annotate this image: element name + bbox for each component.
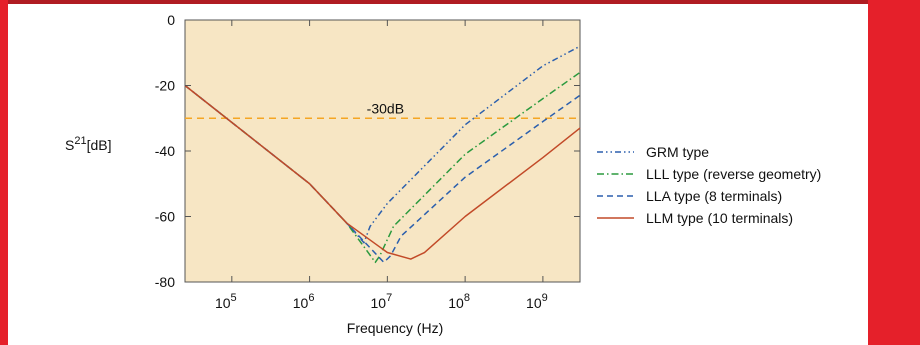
reference-line-label: -30dB bbox=[367, 100, 404, 116]
legend-label-1: GRM type bbox=[646, 144, 709, 160]
legend-label-3: LLA type (8 terminals) bbox=[646, 188, 782, 204]
plot-area bbox=[184, 19, 581, 283]
x-axis-label: Frequency (Hz) bbox=[347, 320, 443, 336]
right-red-border bbox=[868, 0, 920, 345]
x-tick-label: 108 bbox=[448, 292, 470, 311]
x-tick-label: 106 bbox=[293, 292, 315, 311]
legend: GRM type LLL type (reverse geometry) LLA t… bbox=[597, 144, 821, 226]
y-axis-label-base: S bbox=[65, 137, 74, 153]
y-tick-label: -20 bbox=[155, 78, 175, 94]
series-line-4 bbox=[184, 84, 581, 260]
left-red-border bbox=[0, 0, 8, 345]
x-tick-label: 105 bbox=[215, 292, 237, 311]
y-tick-label: 0 bbox=[167, 12, 175, 28]
y-tick-label: -80 bbox=[155, 274, 175, 290]
x-tick-label: 109 bbox=[526, 292, 548, 311]
x-tick-label: 107 bbox=[371, 292, 393, 311]
y-axis-label: S21[dB] bbox=[65, 135, 112, 153]
legend-label-2: LLL type (reverse geometry) bbox=[646, 166, 821, 182]
y-axis-label-sup: 21 bbox=[74, 135, 86, 147]
top-rule bbox=[8, 0, 868, 4]
y-axis-label-unit: [dB] bbox=[87, 137, 112, 153]
y-tick-label: -60 bbox=[155, 209, 175, 225]
y-tick-label: -40 bbox=[155, 143, 175, 159]
legend-label-4: LLM type (10 terminals) bbox=[646, 210, 793, 226]
